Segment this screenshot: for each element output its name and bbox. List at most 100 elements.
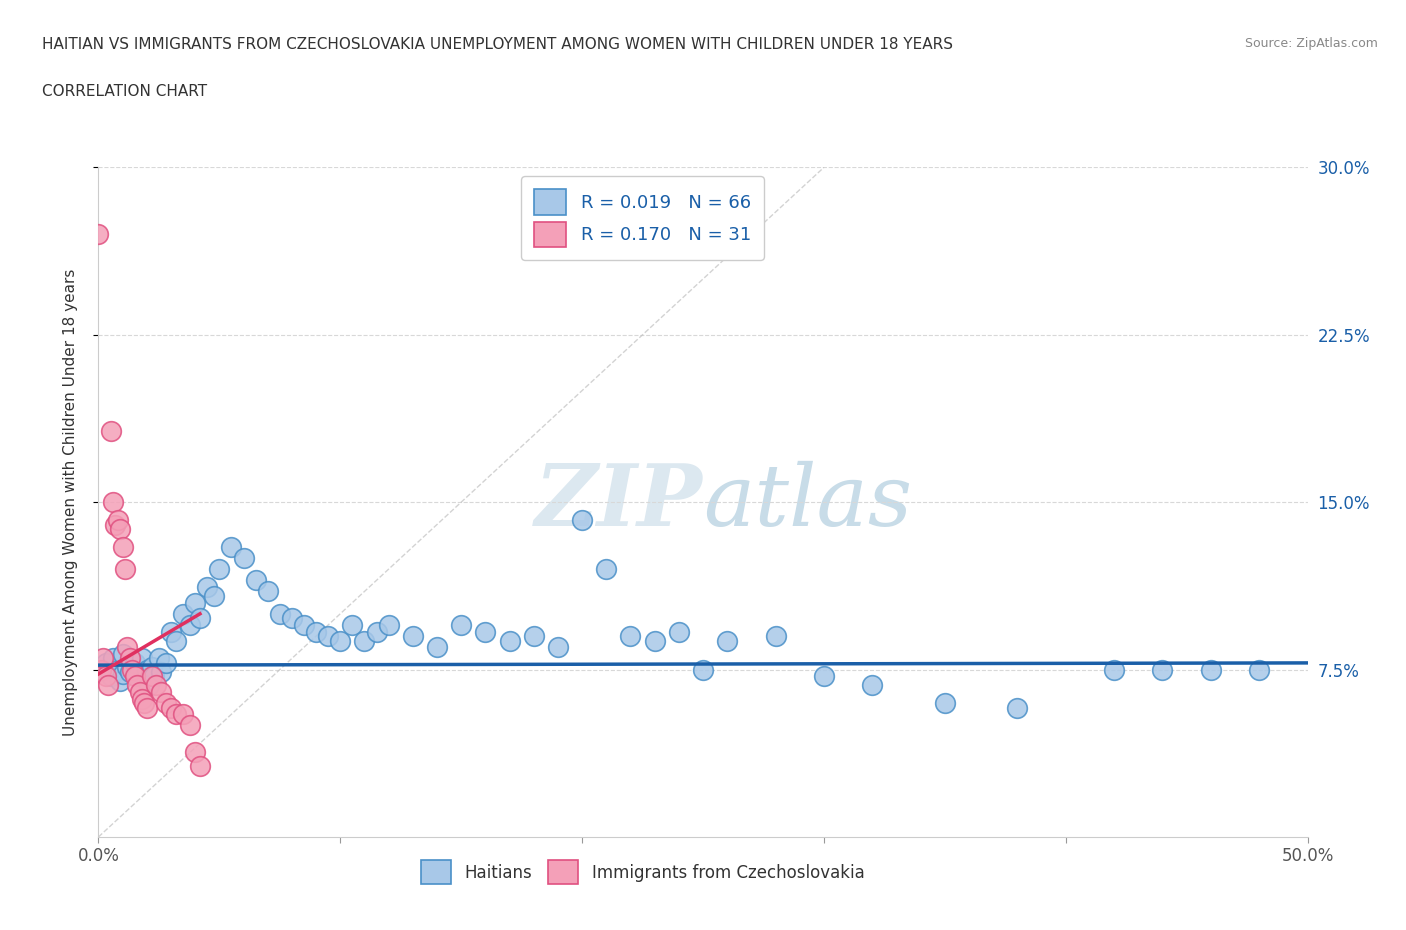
Point bbox=[141, 669, 163, 684]
Point bbox=[135, 700, 157, 715]
Point bbox=[644, 633, 666, 648]
Point bbox=[474, 624, 496, 639]
Point bbox=[160, 700, 183, 715]
Point bbox=[91, 651, 114, 666]
Text: HAITIAN VS IMMIGRANTS FROM CZECHOSLOVAKIA UNEMPLOYMENT AMONG WOMEN WITH CHILDREN: HAITIAN VS IMMIGRANTS FROM CZECHOSLOVAKI… bbox=[42, 37, 953, 52]
Point bbox=[426, 640, 449, 655]
Point bbox=[1102, 662, 1125, 677]
Point bbox=[148, 651, 170, 666]
Point bbox=[595, 562, 617, 577]
Point bbox=[172, 606, 194, 621]
Point bbox=[155, 696, 177, 711]
Point bbox=[716, 633, 738, 648]
Point bbox=[342, 618, 364, 632]
Point bbox=[127, 678, 149, 693]
Point bbox=[571, 512, 593, 527]
Point bbox=[353, 633, 375, 648]
Point bbox=[1199, 662, 1222, 677]
Point bbox=[145, 678, 167, 693]
Point bbox=[692, 662, 714, 677]
Y-axis label: Unemployment Among Women with Children Under 18 years: Unemployment Among Women with Children U… bbox=[63, 269, 77, 736]
Point bbox=[150, 664, 173, 679]
Point bbox=[117, 660, 139, 675]
Point bbox=[269, 606, 291, 621]
Point bbox=[121, 662, 143, 677]
Point bbox=[131, 651, 153, 666]
Point bbox=[1152, 662, 1174, 677]
Point bbox=[402, 629, 425, 644]
Point bbox=[100, 423, 122, 438]
Point bbox=[101, 495, 124, 510]
Point bbox=[813, 669, 835, 684]
Legend: Haitians, Immigrants from Czechoslovakia: Haitians, Immigrants from Czechoslovakia bbox=[409, 849, 876, 896]
Point bbox=[668, 624, 690, 639]
Point bbox=[114, 562, 136, 577]
Point bbox=[245, 573, 267, 588]
Point bbox=[188, 611, 211, 626]
Text: CORRELATION CHART: CORRELATION CHART bbox=[42, 84, 207, 99]
Point bbox=[179, 618, 201, 632]
Point bbox=[172, 707, 194, 722]
Point bbox=[90, 662, 112, 677]
Point bbox=[165, 707, 187, 722]
Point bbox=[118, 664, 141, 679]
Point bbox=[124, 656, 146, 671]
Point bbox=[188, 758, 211, 773]
Point bbox=[765, 629, 787, 644]
Point bbox=[111, 667, 134, 682]
Point bbox=[366, 624, 388, 639]
Point bbox=[138, 678, 160, 693]
Point bbox=[221, 539, 243, 554]
Point bbox=[292, 618, 315, 632]
Point bbox=[377, 618, 399, 632]
Point bbox=[1249, 662, 1271, 677]
Point bbox=[104, 517, 127, 532]
Point bbox=[204, 589, 226, 604]
Point bbox=[160, 624, 183, 639]
Point bbox=[108, 522, 131, 537]
Point bbox=[111, 539, 134, 554]
Point bbox=[619, 629, 641, 644]
Point bbox=[91, 662, 114, 677]
Point bbox=[232, 551, 254, 565]
Point bbox=[256, 584, 278, 599]
Point bbox=[498, 633, 520, 648]
Point bbox=[118, 651, 141, 666]
Point bbox=[134, 696, 156, 711]
Point bbox=[1007, 700, 1029, 715]
Point bbox=[329, 633, 352, 648]
Point bbox=[184, 595, 207, 610]
Point bbox=[305, 624, 328, 639]
Text: ZIP: ZIP bbox=[536, 460, 703, 544]
Point bbox=[281, 611, 304, 626]
Point bbox=[94, 669, 117, 684]
Point bbox=[523, 629, 546, 644]
Point bbox=[208, 562, 231, 577]
Point bbox=[860, 678, 883, 693]
Point bbox=[94, 656, 117, 671]
Point bbox=[108, 673, 131, 688]
Point bbox=[934, 696, 956, 711]
Point bbox=[150, 684, 173, 699]
Point bbox=[131, 691, 153, 706]
Point bbox=[179, 718, 201, 733]
Point bbox=[100, 669, 122, 684]
Point bbox=[107, 662, 129, 677]
Point bbox=[165, 633, 187, 648]
Text: Source: ZipAtlas.com: Source: ZipAtlas.com bbox=[1244, 37, 1378, 50]
Point bbox=[143, 669, 166, 684]
Point bbox=[111, 646, 134, 661]
Point bbox=[124, 669, 146, 684]
Point bbox=[450, 618, 472, 632]
Point bbox=[155, 656, 177, 671]
Point bbox=[141, 660, 163, 675]
Point bbox=[97, 678, 120, 693]
Point bbox=[117, 640, 139, 655]
Point bbox=[135, 662, 157, 677]
Point bbox=[128, 684, 150, 699]
Text: atlas: atlas bbox=[703, 461, 912, 543]
Point bbox=[101, 651, 124, 666]
Point bbox=[87, 227, 110, 242]
Point bbox=[107, 512, 129, 527]
Point bbox=[127, 669, 149, 684]
